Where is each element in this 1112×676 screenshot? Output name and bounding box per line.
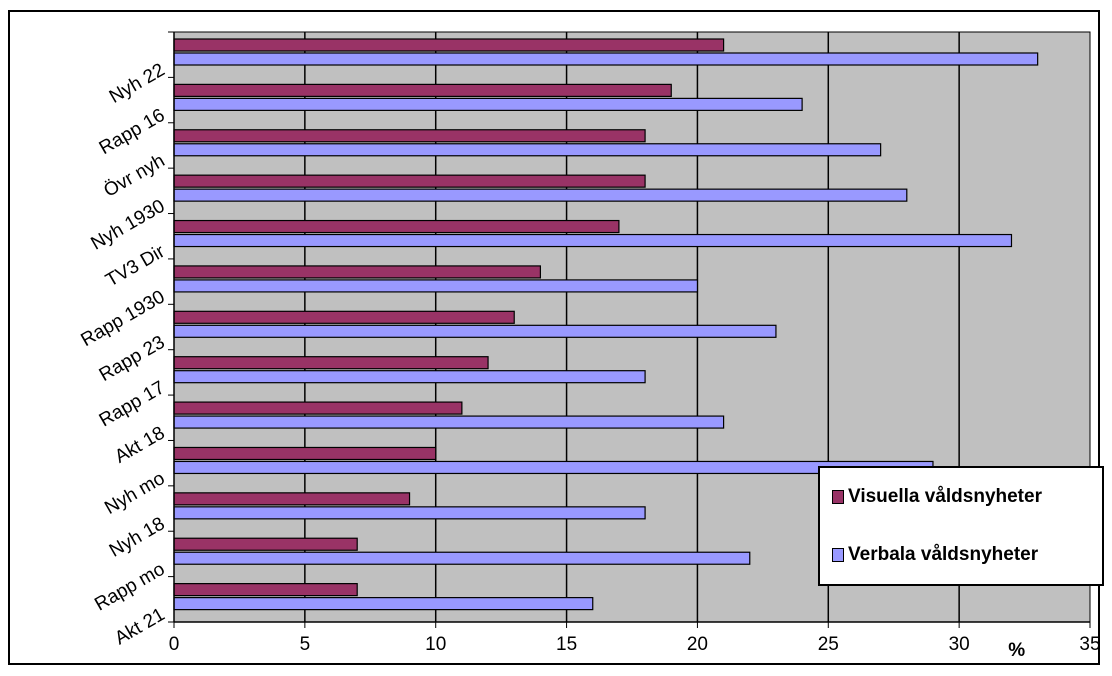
bar-verbala-12 xyxy=(173,597,594,611)
category-label-12: Akt 21 xyxy=(111,604,168,649)
bar-visuella-1 xyxy=(173,83,672,97)
x-tick-label-0: 0 xyxy=(169,634,180,655)
bar-verbala-5 xyxy=(173,279,699,293)
bar-visuella-8 xyxy=(173,401,463,415)
category-label-4: TV3 Dir xyxy=(102,241,169,292)
bar-visuella-3 xyxy=(173,174,646,188)
bar-visuella-12 xyxy=(173,583,358,597)
legend-swatch-verbala xyxy=(832,548,844,562)
bar-verbala-2 xyxy=(173,143,882,157)
legend-item-visuella: Visuella våldsnyheter xyxy=(832,486,1042,508)
bar-verbala-4 xyxy=(173,233,1013,248)
bar-verbala-11 xyxy=(173,551,751,565)
category-label-2: Övr nyh xyxy=(100,150,168,201)
x-tick-label-2: 10 xyxy=(425,634,446,655)
x-tick-label-4: 20 xyxy=(687,634,708,655)
bar-verbala-0 xyxy=(173,52,1039,66)
legend-label-verbala: Verbala våldsnyheter xyxy=(848,544,1039,565)
legend-item-verbala: Verbala våldsnyheter xyxy=(832,544,1038,566)
x-tick-label-3: 15 xyxy=(556,634,577,655)
category-label-10: Nyh 18 xyxy=(106,513,169,561)
bar-visuella-9 xyxy=(173,446,437,461)
x-tick-label-5: 25 xyxy=(818,634,839,655)
bar-verbala-10 xyxy=(173,506,646,520)
legend-label-visuella: Visuella våldsnyheter xyxy=(848,486,1042,507)
bar-visuella-2 xyxy=(173,129,646,143)
bar-visuella-0 xyxy=(173,38,725,52)
legend: Visuella våldsnyheter Verbala våldsnyhet… xyxy=(818,466,1104,586)
x-tick-label-1: 5 xyxy=(300,634,311,655)
bar-visuella-4 xyxy=(173,219,620,234)
bar-visuella-6 xyxy=(173,310,515,324)
bar-visuella-11 xyxy=(173,537,358,551)
x-tick-label-6: 30 xyxy=(949,634,970,655)
legend-swatch-visuella xyxy=(832,490,844,504)
category-label-8: Akt 18 xyxy=(111,423,168,468)
bar-verbala-6 xyxy=(173,324,777,338)
category-label-0: Nyh 22 xyxy=(106,60,169,108)
bar-visuella-5 xyxy=(173,265,541,279)
bar-verbala-3 xyxy=(173,188,908,202)
x-axis-unit-label: % xyxy=(1008,640,1025,661)
category-label-9: Nyh mo xyxy=(101,468,168,519)
x-tick-label-7: 35 xyxy=(1079,634,1100,655)
bar-verbala-1 xyxy=(173,97,803,111)
bar-verbala-8 xyxy=(173,415,725,429)
bar-visuella-7 xyxy=(173,356,489,370)
bar-visuella-10 xyxy=(173,492,411,506)
bar-verbala-7 xyxy=(173,370,646,384)
